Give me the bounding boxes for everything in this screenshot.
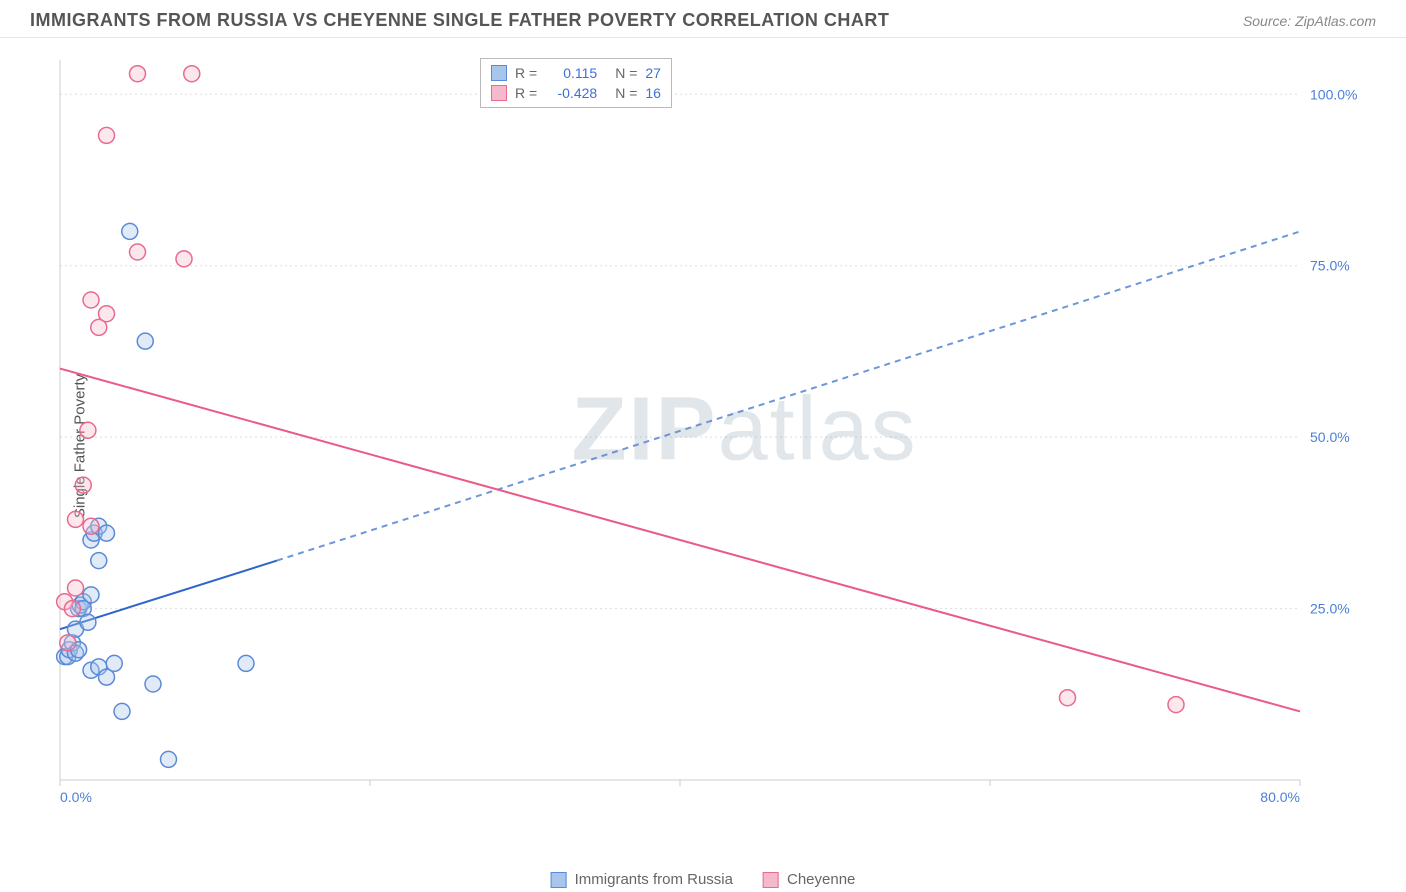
data-point bbox=[122, 223, 138, 239]
legend-item: Immigrants from Russia bbox=[551, 871, 733, 888]
chart-title: IMMIGRANTS FROM RUSSIA VS CHEYENNE SINGL… bbox=[30, 10, 889, 31]
r-value: 0.115 bbox=[545, 63, 597, 83]
data-point bbox=[145, 676, 161, 692]
legend-swatch bbox=[763, 872, 779, 888]
n-value: 27 bbox=[645, 63, 661, 83]
data-point bbox=[184, 66, 200, 82]
y-tick-label: 50.0% bbox=[1310, 429, 1350, 445]
x-tick-label: 80.0% bbox=[1260, 789, 1300, 805]
n-value: 16 bbox=[645, 83, 661, 103]
series-legend: Immigrants from Russia Cheyenne bbox=[551, 871, 856, 888]
y-tick-label: 75.0% bbox=[1310, 258, 1350, 274]
r-label: R = bbox=[515, 63, 537, 83]
data-point bbox=[161, 751, 177, 767]
data-point bbox=[60, 635, 76, 651]
legend-swatch bbox=[551, 872, 567, 888]
data-point bbox=[99, 525, 115, 541]
source-attribution: Source: ZipAtlas.com bbox=[1243, 13, 1376, 29]
data-point bbox=[64, 601, 80, 617]
data-point bbox=[114, 703, 130, 719]
data-point bbox=[83, 587, 99, 603]
data-point bbox=[1060, 690, 1076, 706]
data-point bbox=[80, 614, 96, 630]
data-point bbox=[68, 511, 84, 527]
data-point bbox=[106, 655, 122, 671]
stats-legend: R = 0.115 N = 27 R = -0.428 N = 16 bbox=[480, 58, 672, 108]
stats-legend-row: R = -0.428 N = 16 bbox=[491, 83, 661, 103]
data-point bbox=[83, 292, 99, 308]
stats-legend-row: R = 0.115 N = 27 bbox=[491, 63, 661, 83]
source-prefix: Source: bbox=[1243, 13, 1295, 29]
chart-container: IMMIGRANTS FROM RUSSIA VS CHEYENNE SINGL… bbox=[0, 0, 1406, 892]
r-value: -0.428 bbox=[545, 83, 597, 103]
legend-swatch bbox=[491, 85, 507, 101]
plot-area: 25.0%50.0%75.0%100.0%0.0%80.0% ZIPatlas … bbox=[50, 50, 1370, 810]
y-tick-label: 25.0% bbox=[1310, 601, 1350, 617]
scatter-chart: 25.0% 50.0% 75.0% 100.0% 0.0% 80.0% bbox=[50, 50, 1370, 810]
n-label: N = bbox=[615, 63, 637, 83]
legend-label: Cheyenne bbox=[787, 871, 855, 888]
source-name: ZipAtlas.com bbox=[1295, 13, 1376, 29]
regression-extension bbox=[277, 231, 1300, 560]
data-point bbox=[137, 333, 153, 349]
data-point bbox=[91, 553, 107, 569]
legend-item: Cheyenne bbox=[763, 871, 855, 888]
data-point bbox=[1168, 697, 1184, 713]
data-point bbox=[238, 655, 254, 671]
data-point bbox=[99, 306, 115, 322]
y-tick-label: 100.0% bbox=[1310, 86, 1357, 102]
legend-swatch bbox=[491, 65, 507, 81]
data-point bbox=[130, 244, 146, 260]
title-bar: IMMIGRANTS FROM RUSSIA VS CHEYENNE SINGL… bbox=[0, 0, 1406, 38]
data-point bbox=[80, 422, 96, 438]
r-label: R = bbox=[515, 83, 537, 103]
legend-label: Immigrants from Russia bbox=[575, 871, 733, 888]
data-point bbox=[130, 66, 146, 82]
data-point bbox=[176, 251, 192, 267]
n-label: N = bbox=[615, 83, 637, 103]
data-point bbox=[83, 518, 99, 534]
data-point bbox=[68, 580, 84, 596]
data-point bbox=[75, 477, 91, 493]
x-tick-label: 0.0% bbox=[60, 789, 92, 805]
data-point bbox=[99, 127, 115, 143]
